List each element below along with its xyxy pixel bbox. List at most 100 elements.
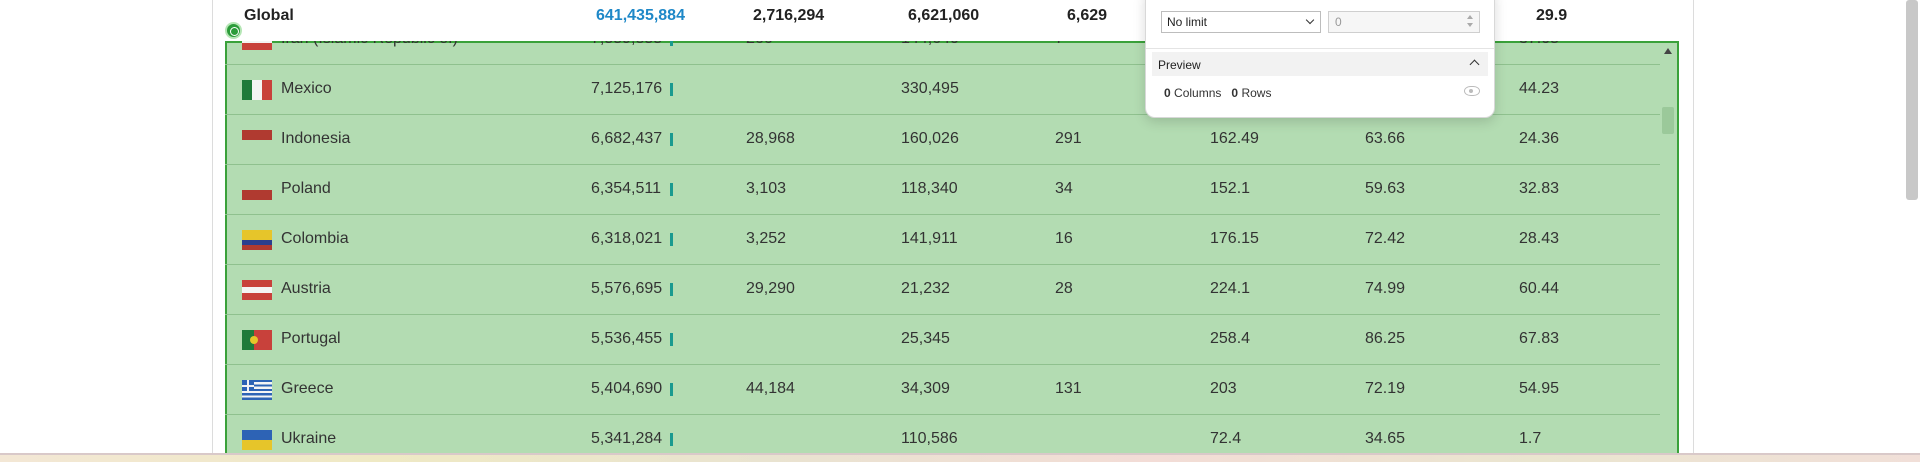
global-summary-row: Global 641,435,884 2,716,294 6,621,060 6… [213, 0, 1693, 33]
cases-bar [670, 433, 673, 446]
limit-extraction-select[interactable]: No limit [1161, 11, 1321, 33]
flag-greece-icon [242, 380, 272, 400]
new-deaths: 34 [1055, 180, 1073, 197]
table-row[interactable]: Austria 5,576,695 29,290 21,232 28 224.1… [225, 265, 1660, 315]
country-name: Greece [281, 380, 334, 397]
total-deaths: 144,640 [901, 41, 959, 48]
table-row[interactable]: Greece 5,404,690 44,184 34,309 131 203 7… [225, 365, 1660, 415]
columns-label: Columns [1174, 86, 1222, 100]
new-deaths: 28 [1055, 280, 1073, 297]
limit-number-input[interactable]: 0 [1328, 11, 1480, 33]
global-new-cases: 2,716,294 [753, 7, 825, 24]
metric-7: 32.83 [1519, 180, 1560, 197]
new-cases: 266 [746, 41, 773, 48]
cases-bar [670, 333, 673, 346]
total-cases: 6,318,021 [591, 230, 663, 247]
table-row[interactable]: Colombia 6,318,021 3,252 141,911 16 176.… [225, 215, 1660, 265]
flag-ukraine-icon [242, 430, 272, 450]
new-cases: 28,968 [746, 130, 795, 147]
new-cases: 3,103 [746, 180, 787, 197]
content-border-right [1693, 0, 1694, 462]
global-label: Global [244, 7, 294, 24]
flag-portugal-icon [242, 330, 272, 350]
preview-title: Preview [1158, 58, 1201, 72]
global-metric: 29.9 [1536, 7, 1568, 24]
rows-count: 0 [1231, 86, 1239, 100]
total-deaths: 330,495 [901, 80, 959, 97]
spin-up-icon[interactable] [1467, 15, 1473, 19]
preview-section-header[interactable]: Preview [1152, 52, 1488, 76]
metric-6: 72.42 [1365, 230, 1406, 247]
total-cases: 5,536,455 [591, 330, 663, 347]
table-row[interactable]: Indonesia 6,682,437 28,968 160,026 291 1… [225, 115, 1660, 165]
total-deaths: 34,309 [901, 380, 950, 397]
cases-bar [670, 133, 673, 146]
metric-7: 37.05 [1519, 41, 1559, 48]
country-table: Iran (Islamic Republic of) 7,559,855 266… [225, 41, 1660, 462]
chevron-up-icon[interactable] [1469, 59, 1480, 70]
eye-icon[interactable] [1464, 86, 1480, 96]
metric-6: 86.25 [1365, 330, 1406, 347]
cases-bar [670, 233, 673, 246]
table-row[interactable]: Mexico 7,125,176 330,495 44.23 [225, 65, 1660, 115]
total-deaths: 21,232 [901, 280, 950, 297]
flag-austria-icon [242, 280, 272, 300]
region-select-icon[interactable] [225, 22, 242, 39]
country-name: Poland [281, 180, 331, 197]
table-scroll-thumb[interactable] [1662, 107, 1674, 134]
global-new-deaths: 6,629 [1067, 7, 1108, 24]
cases-bar [670, 41, 673, 46]
metric-5: 152.1 [1210, 180, 1251, 197]
columns-count: 0 [1164, 86, 1171, 100]
flag-mexico-icon [242, 80, 272, 100]
table-row[interactable]: Portugal 5,536,455 25,345 258.4 86.25 67… [225, 315, 1660, 365]
extraction-options-panel: Limit extraction to: No limit 0 Preview … [1145, 0, 1495, 118]
metric-6: 59.63 [1365, 180, 1406, 197]
metric-7: 67.83 [1519, 330, 1560, 347]
spin-down-icon[interactable] [1467, 23, 1473, 27]
limit-number-value: 0 [1335, 15, 1342, 29]
country-name: Austria [281, 280, 331, 297]
total-cases: 5,341,284 [591, 430, 663, 447]
panel-divider [1146, 48, 1494, 49]
metric-5: 72.4 [1210, 430, 1242, 447]
total-cases: 7,125,176 [591, 80, 663, 97]
rows-label: Rows [1241, 86, 1272, 100]
cases-bar [670, 283, 673, 296]
metric-5: 203 [1210, 380, 1237, 397]
total-deaths: 118,340 [901, 180, 958, 197]
total-cases: 7,559,855 [591, 41, 662, 48]
cases-bar [670, 183, 673, 196]
metric-7: 44.23 [1519, 80, 1560, 97]
metric-6: 63.66 [1365, 130, 1406, 147]
page-scrollbar-thumb[interactable] [1906, 0, 1918, 200]
total-cases: 6,682,437 [591, 130, 663, 147]
total-deaths: 141,911 [901, 230, 958, 247]
flag-colombia-icon [242, 230, 272, 250]
table-row[interactable]: Poland 6,354,511 3,103 118,340 34 152.1 … [225, 165, 1660, 215]
table-row[interactable]: Iran (Islamic Republic of) 7,559,855 266… [225, 41, 1660, 65]
total-cases: 5,404,690 [591, 380, 663, 397]
country-name: Iran (Islamic Republic of) [281, 41, 458, 48]
metric-6: 72.19 [1365, 380, 1406, 397]
global-cases: 641,435,884 [596, 7, 685, 24]
metric-5: 176.15 [1210, 230, 1259, 247]
new-cases: 29,290 [746, 280, 795, 297]
total-deaths: 110,586 [901, 430, 958, 447]
metric-7: 60.44 [1519, 280, 1560, 297]
country-name: Indonesia [281, 130, 351, 147]
flag-indonesia-icon [242, 130, 272, 150]
metric-6: 74.99 [1365, 280, 1406, 297]
new-deaths: 7 [1055, 41, 1064, 48]
global-deaths: 6,621,060 [908, 7, 980, 24]
table-scrollbar[interactable] [1659, 43, 1677, 462]
new-deaths: 16 [1055, 230, 1073, 247]
total-deaths: 160,026 [901, 130, 959, 147]
new-cases: 44,184 [746, 380, 795, 397]
new-cases: 3,252 [746, 230, 787, 247]
total-cases: 6,354,511 [591, 180, 661, 197]
scroll-up-icon[interactable] [1664, 48, 1672, 54]
total-cases: 5,576,695 [591, 280, 663, 297]
bottom-banner-edge [0, 453, 1920, 455]
table-row[interactable]: Ukraine 5,341,284 110,586 72.4 34.65 1.7 [225, 415, 1660, 462]
